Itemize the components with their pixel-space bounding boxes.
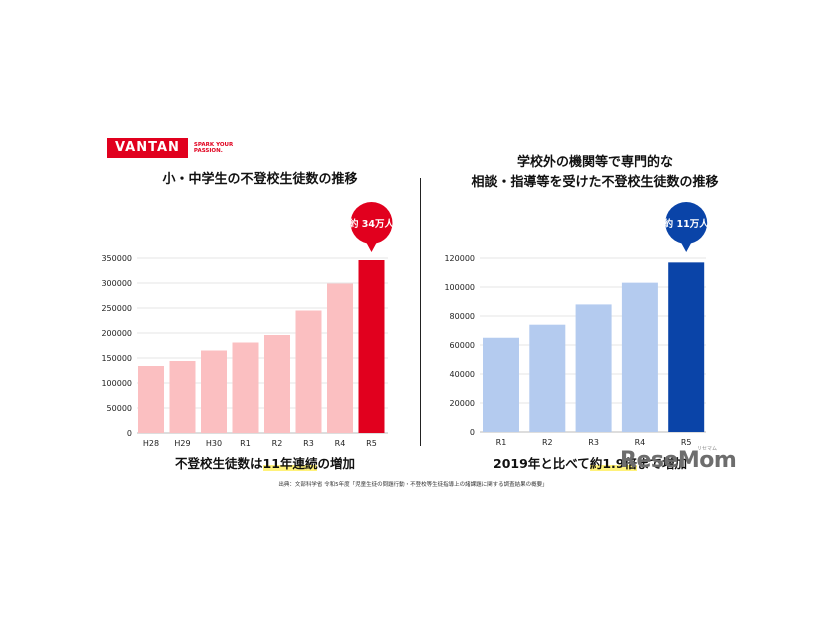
x-tick-label-right-0: R1 <box>496 438 507 447</box>
y-tick-label-left-5: 250000 <box>101 304 132 313</box>
bar-left-R1 <box>232 342 259 433</box>
left-chart-title: 小・中学生の不登校生徒数の推移 <box>162 172 358 187</box>
vantan-logo: VANTAN SPARK YOUR PASSION. <box>107 138 234 158</box>
y-tick-label-right-1: 20000 <box>450 399 475 408</box>
bar-right-R1 <box>483 337 519 432</box>
callout-bubble-right <box>665 202 708 244</box>
bar-right-R3 <box>575 304 612 432</box>
bar-left-H30 <box>201 350 227 433</box>
left-caption-post: の増加 <box>317 456 355 471</box>
y-tick-label-left-1: 50000 <box>107 404 132 413</box>
x-tick-label-left-7: R5 <box>366 439 377 448</box>
bar-left-R3 <box>295 310 322 433</box>
bar-right-R4 <box>621 282 658 432</box>
y-tick-label-right-2: 40000 <box>450 370 475 379</box>
y-tick-label-right-5: 100000 <box>444 283 475 292</box>
y-tick-label-right-0: 0 <box>470 428 475 437</box>
x-tick-label-left-3: R1 <box>240 439 251 448</box>
bar-left-R5 <box>358 260 385 433</box>
bar-right-R5 <box>668 262 705 432</box>
callout-pointer-right <box>680 241 693 252</box>
x-tick-label-right-3: R4 <box>635 438 646 447</box>
logo-text: VANTAN <box>107 138 188 158</box>
y-tick-label-left-7: 350000 <box>101 254 132 263</box>
left-caption: 不登校生徒数は11年連続の増加 <box>100 455 430 473</box>
chart-divider <box>420 178 421 446</box>
x-tick-label-left-1: H29 <box>174 439 190 448</box>
bar-left-H29 <box>169 361 196 433</box>
right-chart-title: 学校外の機関等で専門的な 相談・指導等を受けた不登校生徒数の推移 <box>430 153 760 193</box>
resemom-watermark-kana: リセマム <box>697 446 718 452</box>
right-title-line1: 学校外の機関等で専門的な <box>516 155 673 170</box>
left-caption-highlight: 11年連続 <box>262 456 318 471</box>
callout-label-right: 約 11万人 <box>664 218 710 230</box>
source-note: 出典：文部科学省 令和5年度「児童生徒の問題行動・不登校等生徒指導上の諸課題に関… <box>278 482 548 488</box>
y-tick-label-left-0: 0 <box>127 429 132 438</box>
y-tick-label-right-4: 80000 <box>450 312 475 321</box>
resemom-watermark: ReseMom <box>620 448 737 473</box>
bar-left-H28 <box>138 366 164 433</box>
x-tick-label-left-4: R2 <box>272 439 283 448</box>
x-tick-label-left-6: R4 <box>335 439 346 448</box>
x-tick-label-right-2: R3 <box>588 438 599 447</box>
right-caption: 2019年と比べて約1.9倍まで増加 <box>430 455 750 473</box>
y-tick-label-left-6: 300000 <box>101 279 132 288</box>
callout-pointer-left <box>365 241 378 252</box>
left-caption-pre: 不登校生徒数は <box>175 456 263 471</box>
logo-tagline: SPARK YOUR PASSION. <box>193 141 234 155</box>
y-tick-label-left-4: 200000 <box>101 329 132 338</box>
bar-left-R4 <box>327 283 353 433</box>
right-caption-highlight: 約1.9倍 <box>589 456 637 471</box>
x-tick-label-left-5: R3 <box>303 439 314 448</box>
bar-right-R2 <box>529 324 566 432</box>
right-caption-post: まで増加 <box>636 456 687 471</box>
y-tick-label-right-6: 120000 <box>444 254 475 263</box>
x-tick-label-right-4: R5 <box>681 438 692 447</box>
y-tick-label-right-3: 60000 <box>450 341 475 350</box>
x-tick-label-left-0: H28 <box>143 439 159 448</box>
y-tick-label-left-3: 150000 <box>101 354 132 363</box>
y-tick-label-left-2: 100000 <box>101 379 132 388</box>
x-tick-label-right-1: R2 <box>542 438 553 447</box>
callout-label-left: 約 34万人 <box>349 218 395 230</box>
right-caption-pre: 2019年と比べて <box>493 456 590 471</box>
callout-bubble-left <box>350 202 393 244</box>
bar-left-R2 <box>264 335 290 433</box>
x-tick-label-left-2: H30 <box>206 439 222 448</box>
right-title-line2: 相談・指導等を受けた不登校生徒数の推移 <box>471 175 719 190</box>
